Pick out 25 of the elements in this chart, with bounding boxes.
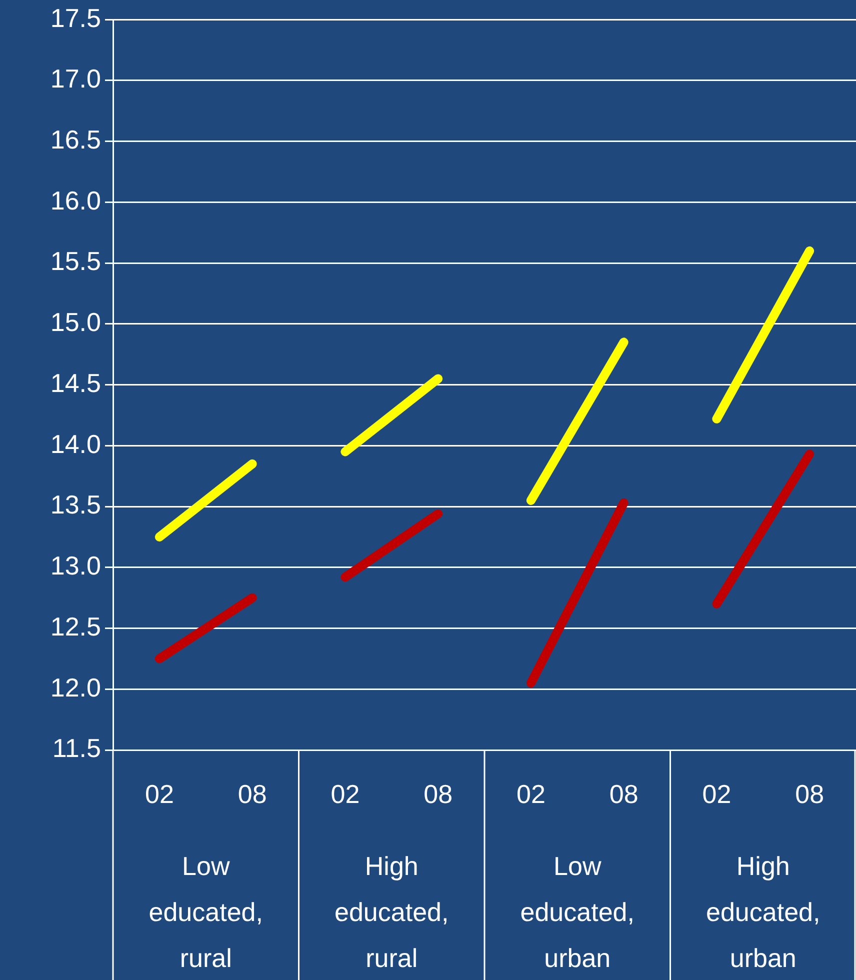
y-tick-label: 11.5 [52, 733, 101, 764]
y-tick-label: 15.5 [50, 246, 101, 276]
text: High educated, urban [706, 851, 820, 974]
y-tick-label: 12.5 [50, 611, 101, 642]
y-tick-label: 16.0 [50, 185, 101, 216]
y-tick-label: 12.0 [50, 672, 101, 702]
text: Low educated, urban [520, 851, 634, 974]
x-tick-label: 08 [424, 778, 453, 809]
y-tick-label: 14.5 [50, 368, 101, 398]
x-tick-label: 02 [330, 778, 360, 809]
y-tick-label: 13.0 [50, 550, 101, 581]
x-tick-label: 02 [144, 778, 174, 809]
x-tick-label: 08 [609, 778, 638, 809]
text: High educated, rural [334, 851, 449, 974]
x-tick-label: 08 [238, 778, 267, 809]
x-tick-label: 02 [702, 778, 732, 809]
x-tick-label: 02 [516, 778, 546, 809]
x-tick-label: 08 [795, 778, 824, 809]
text: Low educated, rural [148, 851, 263, 974]
y-tick-label: 16.5 [50, 124, 101, 155]
y-tick-label: 14.0 [50, 428, 101, 459]
y-tick-label: 17.0 [50, 64, 101, 94]
y-tick-label: 13.5 [50, 490, 101, 520]
y-tick-label: 17.5 [50, 2, 101, 33]
y-tick-label: 15.0 [50, 307, 101, 338]
